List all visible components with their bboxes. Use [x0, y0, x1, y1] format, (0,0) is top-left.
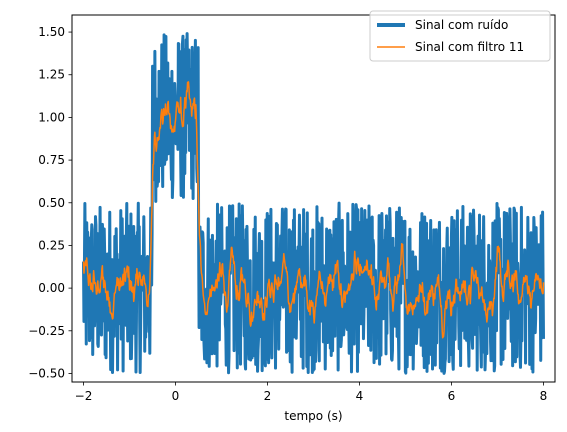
y-axis: −0.50 −0.25 0.00 0.25 0.50 0.75 1.00 1.25 1.50 [28, 25, 72, 380]
y-tick-label: −0.50 [28, 366, 65, 380]
y-tick-label: 0.00 [38, 281, 65, 295]
x-axis: −2 0 2 4 6 8 [75, 382, 548, 403]
legend-label-noisy: Sinal com ruído [415, 18, 508, 32]
y-tick-label: 1.50 [38, 25, 65, 39]
legend-box [369, 10, 551, 62]
y-tick-label: −0.25 [28, 324, 65, 338]
x-tick-label: −2 [75, 389, 93, 403]
x-tick-label: 6 [448, 389, 456, 403]
legend-label-filtered: Sinal com filtro 11 [415, 40, 524, 54]
y-tick-label: 1.00 [38, 110, 65, 124]
y-tick-label: 0.75 [38, 153, 65, 167]
series-line-filtered [82, 81, 545, 339]
y-tick-label: 0.25 [38, 238, 65, 252]
x-tick-label: 2 [264, 389, 272, 403]
y-tick-label: 1.25 [38, 68, 65, 82]
x-axis-label: tempo (s) [284, 409, 342, 423]
series-layer [82, 32, 545, 375]
axes-frame [71, 14, 556, 383]
x-tick-label: 0 [172, 389, 180, 403]
legend: Sinal com ruído Sinal com filtro 11 [369, 10, 551, 62]
x-tick-label: 8 [540, 389, 548, 403]
x-tick-label: 4 [356, 389, 364, 403]
y-tick-label: 0.50 [38, 196, 65, 210]
